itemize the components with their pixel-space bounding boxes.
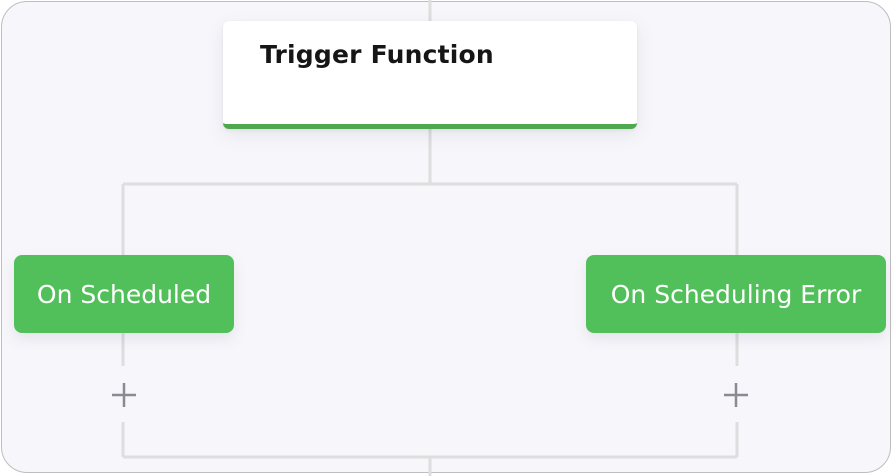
branch-label: On Scheduled bbox=[36, 279, 212, 309]
plus-icon bbox=[112, 383, 136, 407]
branch-label: On Scheduling Error bbox=[610, 279, 862, 309]
trigger-function-node[interactable]: Trigger Function bbox=[223, 21, 637, 129]
trigger-title: Trigger Function bbox=[260, 40, 494, 69]
add-step-right-button[interactable] bbox=[722, 381, 750, 409]
branch-on-scheduled[interactable]: On Scheduled bbox=[14, 255, 234, 333]
add-step-left-button[interactable] bbox=[110, 381, 138, 409]
branch-on-scheduling-error[interactable]: On Scheduling Error bbox=[586, 255, 886, 333]
plus-icon bbox=[724, 383, 748, 407]
